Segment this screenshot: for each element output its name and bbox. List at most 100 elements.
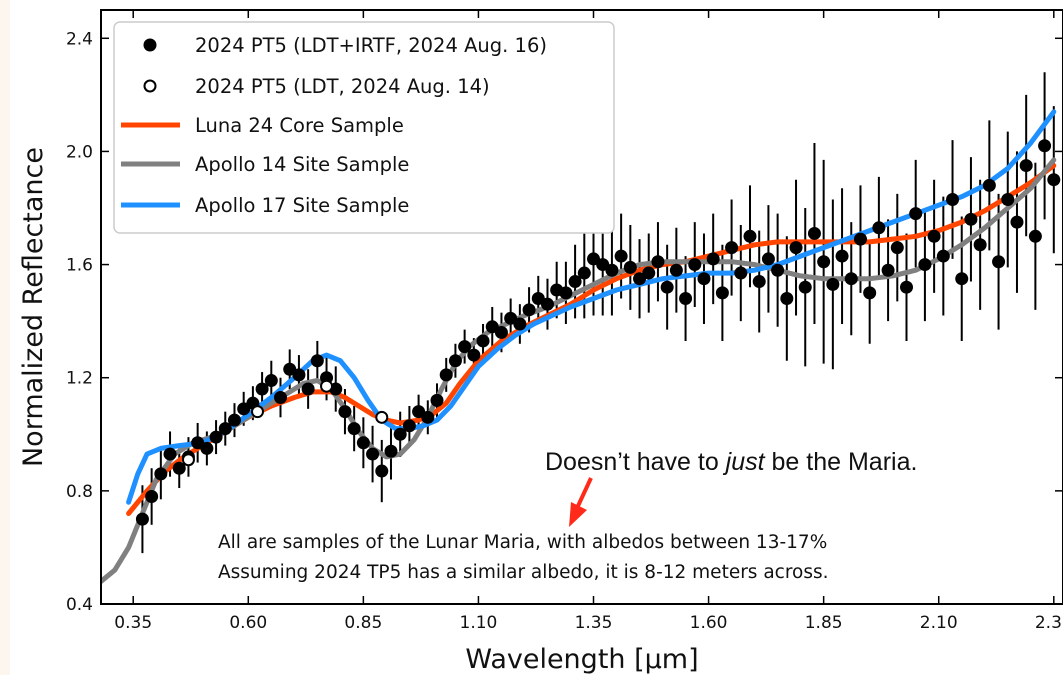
- point-2024-pt5-ldt-irtf-2024-aug-16: [826, 277, 840, 291]
- point-2024-pt5-ldt-irtf-2024-aug-16: [651, 255, 665, 269]
- point-2024-pt5-ldt-irtf-2024-aug-16: [494, 325, 508, 339]
- point-2024-pt5-ldt-irtf-2024-aug-16: [697, 272, 711, 286]
- point-2024-pt5-ldt-irtf-2024-aug-16: [752, 275, 766, 289]
- point-2024-pt5-ldt-irtf-2024-aug-16: [614, 249, 628, 263]
- point-2024-pt5-ldt-irtf-2024-aug-16: [366, 447, 380, 461]
- point-2024-pt5-ldt-irtf-2024-aug-16: [292, 368, 306, 382]
- point-2024-pt5-ldt-irtf-2024-aug-16: [1038, 139, 1052, 153]
- point-2024-pt5-ldt-irtf-2024-aug-16: [688, 258, 702, 272]
- point-2024-pt5-ldt-irtf-2024-aug-16: [992, 255, 1006, 269]
- point-2024-pt5-ldt-irtf-2024-aug-16: [513, 317, 527, 331]
- x-tick-label: 1.60: [690, 613, 728, 633]
- point-2024-pt5-ldt-irtf-2024-aug-16: [706, 252, 720, 266]
- point-2024-pt5-ldt-irtf-2024-aug-16: [743, 229, 757, 243]
- legend: 2024 PT5 (LDT+IRTF, 2024 Aug. 16) 2024 P…: [113, 21, 615, 234]
- note-line-1: All are samples of the Lunar Maria, with…: [218, 532, 827, 553]
- legend-box: [113, 21, 615, 234]
- point-2024-pt5-ldt-irtf-2024-aug-16: [430, 393, 444, 407]
- point-2024-pt5-ldt-irtf-2024-aug-16: [881, 263, 895, 277]
- point-2024-pt5-ldt-irtf-2024-aug-16: [255, 382, 269, 396]
- y-tick-label: 2.4: [66, 29, 93, 49]
- y-axis-label: Normalized Reflectance: [18, 147, 49, 467]
- point-2024-pt5-ldt-irtf-2024-aug-16: [909, 207, 923, 221]
- point-2024-pt5-ldt-irtf-2024-aug-16: [863, 286, 877, 300]
- point-2024-pt5-ldt-irtf-2024-aug-16: [725, 241, 739, 255]
- point-2024-pt5-ldt-irtf-2024-aug-16: [402, 419, 416, 433]
- plot-frame: [100, 9, 1063, 605]
- point-2024-pt5-ldt-irtf-2024-aug-16: [900, 280, 914, 294]
- x-axis-label: Wavelength [μm]: [465, 644, 698, 675]
- point-2024-pt5-ldt-irtf-2024-aug-16: [393, 427, 407, 441]
- point-2024-pt5-ldt-irtf-2024-aug-16: [274, 391, 288, 405]
- x-tick-label: 0.60: [229, 613, 267, 633]
- point-2024-pt5-ldt-irtf-2024-aug-16: [1010, 215, 1024, 229]
- point-2024-pt5-ldt-irtf-2024-aug-16: [927, 229, 941, 243]
- point-2024-pt5-ldt-irtf-2024-aug-16: [264, 374, 278, 388]
- legend-label-apollo17: Apollo 17 Site Sample: [195, 194, 409, 217]
- x-tick-label: 1.10: [460, 613, 498, 633]
- point-2024-pt5-ldt-2024-aug-14: [250, 405, 264, 419]
- point-2024-pt5-ldt-irtf-2024-aug-16: [448, 354, 462, 368]
- point-2024-pt5-ldt-irtf-2024-aug-16: [761, 252, 775, 266]
- point-2024-pt5-ldt-2024-aug-14: [181, 453, 195, 467]
- point-2024-pt5-ldt-irtf-2024-aug-16: [172, 461, 186, 475]
- point-2024-pt5-ldt-irtf-2024-aug-16: [872, 221, 886, 235]
- point-2024-pt5-ldt-irtf-2024-aug-16: [780, 292, 794, 306]
- point-2024-pt5-ldt-irtf-2024-aug-16: [338, 405, 352, 419]
- point-2024-pt5-ldt-irtf-2024-aug-16: [227, 413, 241, 427]
- x-tick-label: 2.35: [1035, 613, 1063, 633]
- legend-label-ldt: 2024 PT5 (LDT, 2024 Aug. 14): [195, 75, 490, 98]
- point-2024-pt5-ldt-irtf-2024-aug-16: [218, 422, 232, 436]
- y-tick-label: 1.6: [66, 256, 93, 276]
- point-2024-pt5-ldt-irtf-2024-aug-16: [439, 368, 453, 382]
- y-tick-label: 0.4: [66, 595, 93, 615]
- point-2024-pt5-ldt-irtf-2024-aug-16: [458, 340, 472, 354]
- point-2024-pt5-ldt-irtf-2024-aug-16: [715, 286, 729, 300]
- point-2024-pt5-ldt-irtf-2024-aug-16: [642, 266, 656, 280]
- point-2024-pt5-ldt-irtf-2024-aug-16: [807, 226, 821, 240]
- callout-text: Doesn’t have to just be the Maria.: [545, 448, 917, 476]
- point-2024-pt5-ldt-irtf-2024-aug-16: [771, 263, 785, 277]
- legend-label-luna24: Luna 24 Core Sample: [195, 114, 404, 137]
- point-2024-pt5-ldt-irtf-2024-aug-16: [844, 272, 858, 286]
- point-2024-pt5-ldt-irtf-2024-aug-16: [301, 382, 315, 396]
- point-2024-pt5-ldt-irtf-2024-aug-16: [973, 238, 987, 252]
- point-2024-pt5-ldt-irtf-2024-aug-16: [200, 441, 214, 455]
- point-2024-pt5-ldt-irtf-2024-aug-16: [798, 280, 812, 294]
- point-2024-pt5-ldt-irtf-2024-aug-16: [375, 464, 389, 478]
- point-2024-pt5-ldt-irtf-2024-aug-16: [835, 249, 849, 263]
- x-tick-label: 0.35: [114, 613, 152, 633]
- point-2024-pt5-ldt-irtf-2024-aug-16: [853, 232, 867, 246]
- point-2024-pt5-ldt-irtf-2024-aug-16: [384, 444, 398, 458]
- point-2024-pt5-ldt-irtf-2024-aug-16: [605, 263, 619, 277]
- point-2024-pt5-ldt-irtf-2024-aug-16: [421, 410, 435, 424]
- x-tick-label: 2.10: [920, 613, 958, 633]
- point-2024-pt5-ldt-irtf-2024-aug-16: [964, 212, 978, 226]
- point-2024-pt5-ldt-irtf-2024-aug-16: [310, 354, 324, 368]
- point-2024-pt5-ldt-irtf-2024-aug-16: [568, 275, 582, 289]
- point-2024-pt5-ldt-irtf-2024-aug-16: [135, 512, 149, 526]
- point-2024-pt5-ldt-irtf-2024-aug-16: [669, 263, 683, 277]
- curve-apollo-17-site-sample: [126, 109, 1057, 505]
- point-2024-pt5-ldt-irtf-2024-aug-16: [936, 249, 950, 263]
- point-2024-pt5-ldt-irtf-2024-aug-16: [734, 266, 748, 280]
- x-tick-label: 1.35: [575, 613, 613, 633]
- point-2024-pt5-ldt-irtf-2024-aug-16: [559, 286, 573, 300]
- red-arrow: [569, 477, 593, 527]
- point-2024-pt5-ldt-2024-aug-14: [375, 410, 389, 424]
- point-2024-pt5-ldt-irtf-2024-aug-16: [577, 266, 591, 280]
- point-2024-pt5-ldt-irtf-2024-aug-16: [1047, 173, 1061, 187]
- x-tick-label: 1.85: [805, 613, 843, 633]
- note-line-2: Assuming 2024 TP5 has a similar albedo, …: [218, 562, 829, 583]
- x-tick-label: 0.85: [344, 613, 382, 633]
- y-tick-label: 0.8: [66, 482, 93, 502]
- point-2024-pt5-ldt-irtf-2024-aug-16: [356, 436, 370, 450]
- point-2024-pt5-ldt-2024-aug-14: [320, 379, 334, 393]
- point-2024-pt5-ldt-irtf-2024-aug-16: [154, 467, 168, 481]
- y-tick-label: 2.0: [66, 142, 93, 162]
- point-2024-pt5-ldt-irtf-2024-aug-16: [163, 447, 177, 461]
- point-2024-pt5-ldt-irtf-2024-aug-16: [467, 348, 481, 362]
- legend-marker-ldt-irtf: [143, 38, 157, 52]
- legend-marker-ldt: [143, 79, 157, 93]
